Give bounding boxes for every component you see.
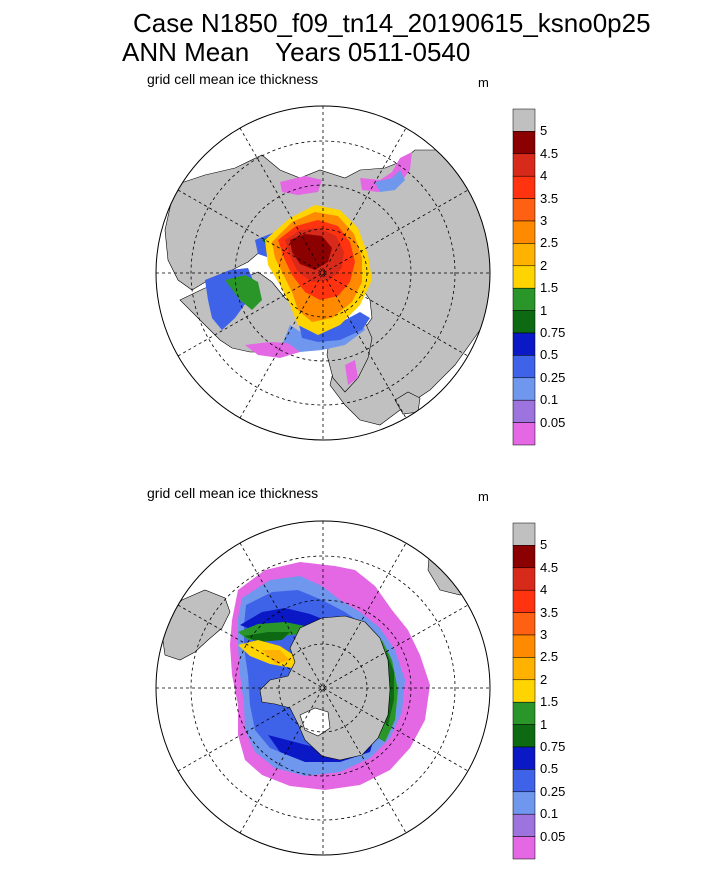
antarctic-colorbar-tick-label: 2 bbox=[540, 671, 548, 687]
arctic-ice-field bbox=[205, 152, 412, 385]
arctic-colorbar-box bbox=[512, 108, 536, 132]
antarctic-colorbar-tick-label: 0.25 bbox=[540, 783, 566, 799]
arctic-colorbar-tick-label: 0.25 bbox=[540, 369, 566, 385]
antarctic-colorbar-box bbox=[512, 657, 536, 681]
antarctic-colorbar-tick-label: 3 bbox=[540, 627, 548, 642]
arctic-colorbar-box bbox=[512, 399, 536, 423]
antarctic-colorbar-tick-label: 0.1 bbox=[540, 806, 559, 822]
arctic-colorbar-box bbox=[512, 310, 536, 334]
antarctic-panel-label: grid cell mean ice thickness bbox=[147, 485, 319, 501]
antarctic-colorbar-tick-label: 1 bbox=[540, 716, 548, 732]
arctic-colorbar-box bbox=[512, 220, 536, 244]
arctic-colorbar-tick-label: 4.5 bbox=[540, 145, 559, 161]
arctic-colorbar-box bbox=[512, 287, 536, 311]
arctic-colorbar-tick-label: 2 bbox=[540, 257, 548, 273]
arctic-map bbox=[155, 105, 491, 441]
arctic-panel-label: grid cell mean ice thickness bbox=[147, 71, 319, 87]
antarctic-colorbar-tick-label: 4 bbox=[540, 582, 548, 598]
antarctic-map bbox=[155, 520, 491, 856]
eurasia-land bbox=[164, 149, 490, 426]
season-label: ANN Mean bbox=[122, 37, 250, 67]
arctic-units-label: m bbox=[478, 75, 489, 90]
arctic-colorbar-tick-label: 4 bbox=[540, 168, 548, 184]
antarctic-colorbar-box bbox=[512, 813, 536, 837]
antarctic-colorbar-box bbox=[512, 567, 536, 591]
antarctic-graticule bbox=[156, 521, 490, 855]
antarctic-units-label: m bbox=[478, 489, 489, 504]
antarctic-map-border bbox=[155, 520, 491, 856]
antarctic-colorbar-box bbox=[512, 589, 536, 613]
arctic-colorbar-tick-label: 1.5 bbox=[540, 280, 559, 296]
arctic-colorbar-box bbox=[512, 131, 536, 155]
arctic-colorbar bbox=[512, 108, 536, 446]
antarctic-colorbar-tick-label: 4.5 bbox=[540, 559, 559, 575]
years-label: Years 0511-0540 bbox=[275, 37, 471, 67]
antarctic-colorbar-tick-label: 5 bbox=[540, 537, 548, 553]
antarctic-colorbar-box bbox=[512, 701, 536, 725]
arctic-colorbar-box bbox=[512, 422, 536, 446]
plot-title-period: ANN Mean Years 0511-0540 bbox=[122, 37, 470, 68]
arctic-colorbar-tick-label: 3.5 bbox=[540, 190, 559, 206]
antarctic-colorbar-box bbox=[512, 679, 536, 703]
antarctic-colorbar-box bbox=[512, 612, 536, 636]
antarctic-colorbar-tick-label: 0.75 bbox=[540, 739, 566, 754]
antarctic-colorbar-tick-label: 0.05 bbox=[540, 828, 566, 844]
arctic-colorbar-box bbox=[512, 355, 536, 379]
arctic-graticule bbox=[156, 106, 490, 440]
antarctic-colorbar-box bbox=[512, 836, 536, 860]
south-america-land bbox=[159, 589, 231, 661]
arctic-map-border bbox=[155, 105, 491, 441]
antarctic-colorbar-tick-label: 1.5 bbox=[540, 694, 559, 710]
antarctic-colorbar-tick-label: 0.5 bbox=[540, 761, 559, 777]
plot-title-case: Case N1850_f09_tn14_20190615_ksno0p25 bbox=[133, 8, 651, 38]
arctic-colorbar-box bbox=[512, 175, 536, 199]
antarctic-colorbar-box bbox=[512, 522, 536, 546]
antarctic-colorbar-box bbox=[512, 634, 536, 658]
antarctic-colorbar-box bbox=[512, 791, 536, 815]
arctic-colorbar-tick-label: 0.1 bbox=[540, 392, 559, 408]
arctic-colorbar-tick-label: 0.05 bbox=[540, 414, 566, 430]
antarctic-colorbar-box bbox=[512, 545, 536, 569]
arctic-colorbar-tick-label: 0.75 bbox=[540, 325, 566, 340]
arctic-colorbar-tick-label: 5 bbox=[540, 123, 548, 139]
arctic-colorbar-tick-label: 2.5 bbox=[540, 235, 559, 251]
arctic-colorbar-tick-label: 0.5 bbox=[540, 347, 559, 363]
antarctic-colorbar bbox=[512, 522, 536, 860]
antarctic-colorbar-box bbox=[512, 724, 536, 748]
arctic-islands bbox=[394, 391, 421, 415]
antarctic-colorbar-box bbox=[512, 769, 536, 793]
arctic-colorbar-box bbox=[512, 153, 536, 177]
arctic-colorbar-tick-label: 3 bbox=[540, 213, 548, 228]
arctic-colorbar-box bbox=[512, 198, 536, 222]
arctic-colorbar-box bbox=[512, 377, 536, 401]
antarctic-colorbar-box bbox=[512, 746, 536, 770]
arctic-colorbar-tick-label: 1 bbox=[540, 302, 548, 318]
arctic-colorbar-box bbox=[512, 243, 536, 267]
arctic-colorbar-box bbox=[512, 265, 536, 289]
antarctic-colorbar-tick-label: 3.5 bbox=[540, 604, 559, 620]
antarctic-colorbar-tick-label: 2.5 bbox=[540, 649, 559, 665]
arctic-colorbar-box bbox=[512, 332, 536, 356]
